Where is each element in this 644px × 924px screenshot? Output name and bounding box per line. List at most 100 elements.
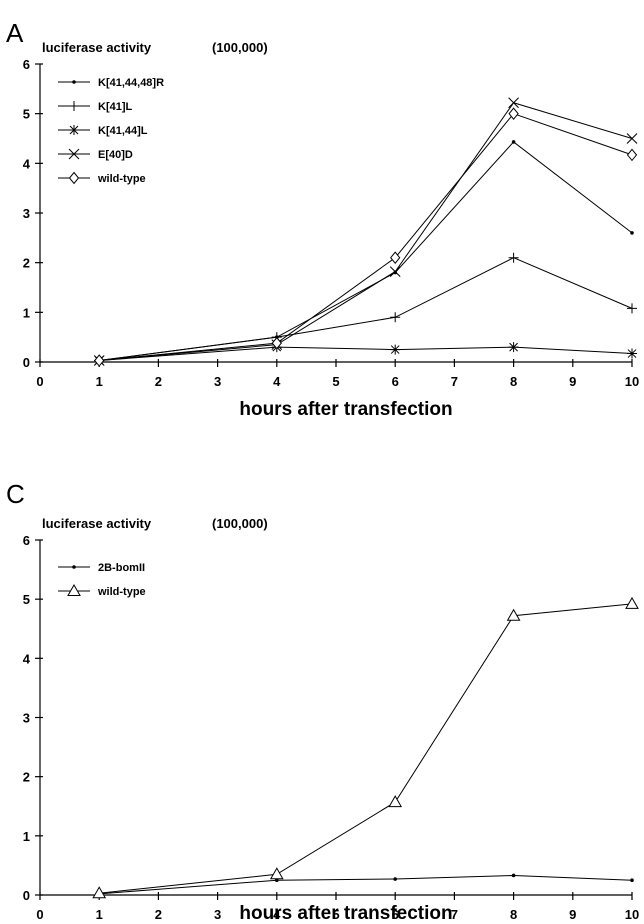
data-point	[390, 312, 401, 323]
y-tick-label: 1	[23, 305, 30, 320]
x-tick-label: 8	[510, 907, 517, 922]
legend-label: E[40]D	[98, 149, 133, 161]
y-tick-label: 3	[23, 206, 30, 221]
series-line	[99, 603, 633, 894]
y-tick-label: 0	[23, 888, 30, 903]
x-tick-label: 5	[332, 374, 339, 389]
y-tick-label: 2	[23, 256, 30, 271]
y-tick-label: 5	[23, 592, 30, 607]
data-point	[627, 303, 637, 314]
data-point	[630, 878, 634, 883]
x-tick-label: 0	[36, 907, 43, 922]
legend-item: wild-type	[58, 583, 146, 598]
data-point	[508, 97, 519, 109]
legend-item: E[40]D	[58, 148, 133, 161]
data-point	[625, 596, 639, 609]
data-point	[388, 795, 403, 808]
x-tick-label: 10	[625, 374, 639, 389]
legend-item: 2B-bomII	[58, 562, 145, 574]
y-axis-unit: (100,000)	[212, 40, 268, 55]
legend-marker	[69, 101, 79, 111]
x-tick-label: 8	[510, 374, 517, 389]
legend-label: wild-type	[97, 173, 146, 185]
legend-label: K[41,44,48]R	[98, 77, 164, 89]
data-point	[390, 344, 401, 355]
x-axis-title: hours after transfection	[239, 399, 452, 420]
x-tick-label: 10	[625, 907, 639, 922]
legend-label: K[41]L	[98, 101, 133, 113]
data-point	[508, 252, 519, 263]
data-point	[393, 877, 398, 881]
x-axis-title: hours after transfection	[239, 903, 452, 924]
legend-item: wild-type	[58, 171, 146, 185]
series-line	[99, 257, 633, 362]
data-point	[389, 266, 401, 277]
x-tick-label: 2	[155, 374, 162, 389]
legend-marker	[69, 125, 79, 135]
x-tick-label: 4	[273, 907, 281, 922]
legend-label: K[41,44]L	[98, 125, 148, 137]
x-tick-label: 7	[451, 907, 458, 922]
data-point	[506, 608, 521, 621]
data-point	[94, 354, 105, 367]
x-tick-label: 5	[332, 907, 339, 922]
y-tick-label: 2	[23, 770, 30, 785]
legend-marker	[68, 148, 80, 160]
x-tick-label: 3	[214, 374, 221, 389]
x-tick-label: 0	[36, 374, 43, 389]
y-tick-label: 0	[23, 355, 30, 370]
y-axis-title: luciferase activity	[42, 516, 152, 531]
y-axis-unit: (100,000)	[212, 516, 268, 531]
series-line	[99, 113, 633, 362]
panel-letter: A	[6, 18, 24, 48]
data-point	[626, 148, 638, 162]
x-tick-label: 2	[155, 907, 162, 922]
data-point	[508, 107, 519, 120]
data-point	[92, 886, 107, 899]
x-tick-label: 4	[273, 374, 281, 389]
y-tick-label: 1	[23, 829, 30, 844]
legend-item: K[41,44,48]R	[58, 77, 164, 89]
data-point	[269, 867, 284, 880]
series-wild-type	[94, 107, 638, 367]
data-point	[508, 342, 519, 353]
legend-marker	[68, 171, 80, 185]
data-point	[275, 878, 279, 883]
series-k-41-44-48-r	[97, 140, 634, 363]
legend-label: 2B-bomII	[98, 562, 145, 574]
x-tick-label: 1	[96, 907, 103, 922]
y-tick-label: 4	[23, 651, 31, 666]
x-tick-label: 3	[214, 907, 221, 922]
y-tick-label: 6	[23, 533, 30, 548]
data-point	[511, 140, 516, 144]
y-tick-label: 4	[23, 156, 31, 171]
series-wild-type	[92, 596, 639, 899]
legend-item: K[41]L	[58, 101, 133, 113]
data-point	[630, 231, 634, 235]
data-point	[511, 873, 516, 878]
data-point	[626, 133, 638, 144]
y-tick-label: 6	[23, 57, 30, 72]
y-tick-label: 5	[23, 107, 30, 122]
legend-item: K[41,44]L	[58, 125, 148, 137]
legend-marker	[72, 565, 76, 569]
x-tick-label: 1	[96, 374, 103, 389]
x-tick-label: 6	[392, 907, 399, 922]
legend-marker	[67, 583, 81, 596]
y-axis-title: luciferase activity	[42, 40, 152, 55]
data-point	[271, 336, 282, 350]
x-tick-label: 6	[392, 374, 399, 389]
series-e-40-d	[93, 97, 638, 366]
data-point	[390, 251, 401, 264]
legend-marker	[72, 80, 76, 84]
x-tick-label: 9	[569, 374, 576, 389]
series-line	[99, 141, 633, 362]
data-point	[627, 348, 637, 359]
x-tick-label: 7	[451, 374, 458, 389]
y-tick-label: 3	[23, 711, 30, 726]
x-tick-label: 9	[569, 907, 576, 922]
panel-letter: C	[6, 479, 25, 509]
